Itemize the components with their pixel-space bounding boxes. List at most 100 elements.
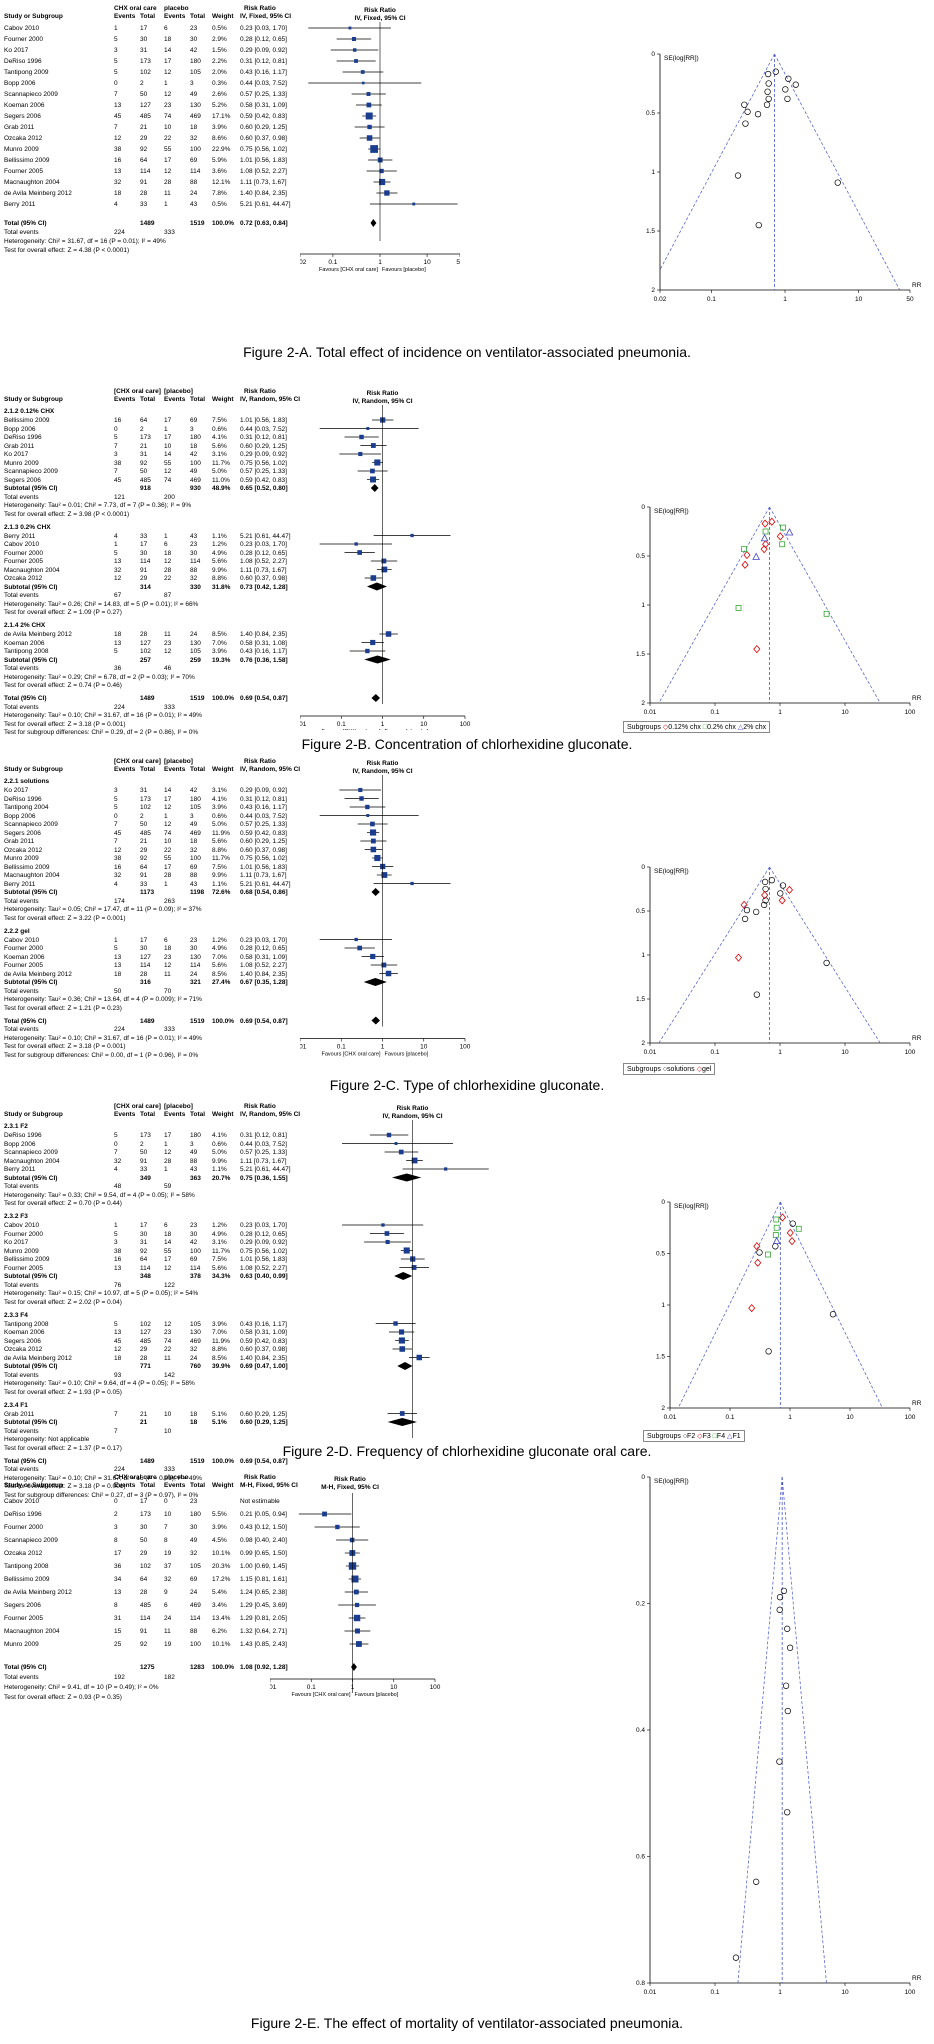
total-cell: 1489 [140,1457,155,1465]
table-cell: 8.5% [212,631,227,638]
column-header-total: Total [140,13,156,20]
overall-effect: Test for overall effect: Z = 3.22 (P = 0… [4,914,126,922]
subgroup-title: 2.3.1 F2 [4,1123,28,1130]
funnel-point [765,95,772,102]
summary-diamond [371,694,381,702]
funnel-point [742,120,749,127]
study-square [359,796,364,801]
table-cell: 31 [140,1239,148,1246]
funnel-plot-d: SE(log[RR]) RR 0 0.5 1 1.5 2 0.01 0.1 1 10 100 [656,1199,922,1421]
table-cell: 64 [140,1576,148,1583]
table-cell: 173 [140,795,151,803]
study-name: Ozcaka 2012 [4,575,43,582]
study-name: Munro 2009 [4,1247,39,1255]
overall-effect: Test for overall effect: Z = 0.93 (P = 0… [4,1694,122,1701]
table-cell: 3 [190,1140,194,1148]
subtotal-cell: 316 [140,979,151,986]
table-cell: 7.5% [212,863,227,871]
table-cell: 4.9% [212,549,227,557]
subtotal-cell: 349 [140,1174,151,1182]
funnel-x-tick-label: 0.01 [664,1414,677,1421]
column-header-chx: [CHX oral care] [114,1103,161,1110]
funnel-ci-left [677,1201,781,1409]
table-cell: 20.3% [212,1563,231,1570]
table-cell: 28 [140,1354,148,1362]
table-cell: 13 [114,639,122,647]
table-cell: 3 [190,425,194,433]
table-cell: 0.6% [212,812,227,820]
events-cell: 333 [164,703,175,711]
study-name: Berry 2011 [4,1166,36,1173]
study-name: Scannapieco 2009 [4,91,58,98]
funnel-point [762,885,769,893]
legend-item: gel [702,1066,712,1073]
table-cell: 10 [164,838,172,845]
study-name: Bellissimo 2009 [4,1576,50,1583]
table-cell: 10.1% [212,1550,231,1557]
risk-ratio-ci: 0.43 [0.16, 1.17] [240,69,287,76]
table-cell: 7.5% [212,1256,227,1263]
total-cell: 1275 [140,1664,155,1671]
table-cell: 12 [164,821,172,828]
funnel-x-label: RR [912,1400,922,1407]
table-cell: 16 [114,1256,122,1263]
column-header-weight: Weight [212,13,234,20]
study-name: Fourner 2005 [4,962,44,969]
funnel-point [782,1682,790,1689]
table-cell: 28 [164,872,172,879]
forest-header-rr: Risk Ratio [367,760,399,767]
forest-header-method: IV, Random, 95% CI [352,768,412,775]
table-cell: 5 [114,804,118,811]
funnel-y-tick-label: 1.5 [636,996,645,1003]
funnel-point [786,1644,794,1651]
heterogeneity: Heterogeneity: Tau² = 0.10; Chi² = 31.67… [4,712,202,719]
study-name: Bellissimo 2009 [4,157,50,164]
study-square [366,135,373,141]
table-cell: 23 [164,953,172,961]
events-cell: 122 [164,1281,175,1289]
risk-ratio-ci: 1.01 [0.56, 1.83] [240,1256,287,1263]
subtotal-cell: 760 [190,1363,201,1370]
study-name: Fourner 2000 [4,36,44,43]
table-cell: 33 [140,201,148,208]
column-header-rr: Risk Ratio [244,1103,276,1110]
funnel-point [763,101,771,108]
study-name: Bellissimo 2009 [4,1256,50,1263]
funnel-point [823,610,830,617]
funnel-point [786,1228,794,1238]
forest-tick-label: 0.1 [337,1044,346,1051]
table-cell: 24 [190,190,198,197]
table-cell: 12 [164,1264,172,1272]
table-cell: 8 [114,1602,118,1609]
subtotal-label: Subtotal (95% CI) [4,889,58,896]
table-cell: 32 [190,575,198,582]
summary-diamond [397,1362,413,1370]
table-cell: 1 [164,80,168,87]
table-cell: 5.6% [212,558,227,565]
table-cell: 10 [164,1410,172,1418]
study-square [367,124,372,130]
study-square [370,639,376,646]
events-cell: 67 [114,592,122,599]
table-cell: 100 [190,855,201,862]
funnel-plot-a: SE(log[RR]) RR 0 0.5 1 1.5 2 0.02 0.1 1 10 50 [646,51,922,303]
table-cell: 114 [190,1615,201,1622]
events-cell: 333 [164,1466,175,1473]
study-square [352,48,357,52]
table-cell: 50 [140,1537,148,1544]
table-cell: 1 [114,541,118,548]
table-cell: 43 [190,532,198,540]
subtotal-cell: 330 [190,583,201,591]
table-cell: 29 [140,575,148,582]
table-cell: 3 [114,1239,118,1246]
risk-ratio-ci: 1.40 [0.84, 2.35] [240,190,287,197]
table-cell: 30 [140,36,148,43]
table-cell: 114 [140,962,151,969]
table-cell: 69 [190,1256,198,1263]
summary-diamond [366,582,387,591]
favours-left-label: Favours [CHX oral care] [322,1052,381,1058]
table-cell: 30 [190,36,198,43]
subtotal-cell: 930 [190,485,201,492]
table-cell: 17.2% [212,1576,231,1583]
